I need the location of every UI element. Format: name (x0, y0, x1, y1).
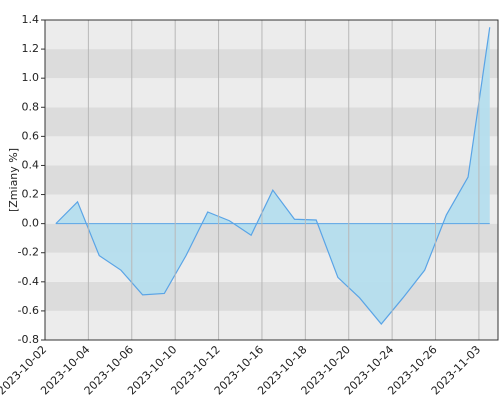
band (45, 136, 498, 166)
y-tick-label: 0.2 (22, 188, 40, 201)
plot-frame (44, 19, 499, 341)
band (45, 107, 498, 137)
line (55, 27, 491, 325)
y-tick-label: 0.8 (22, 100, 40, 113)
y-tick-label: -0.2 (18, 246, 39, 259)
y-tick-label: -0.8 (18, 333, 39, 346)
y-tick-label: 1.0 (22, 71, 40, 84)
area (55, 27, 490, 324)
band (45, 49, 498, 79)
y-tick-label: -0.4 (18, 275, 39, 288)
y-axis-label: [Zmiany %] (7, 148, 20, 212)
band (45, 20, 498, 50)
band (45, 165, 498, 195)
band (45, 281, 498, 311)
band (45, 78, 498, 108)
y-tick-label: 0.4 (22, 158, 40, 171)
y-tick-label: -0.6 (18, 304, 39, 317)
y-tick-label: 0.6 (22, 129, 40, 142)
plot-background (45, 20, 498, 340)
band (45, 310, 498, 340)
y-tick-label: 1.4 (22, 13, 40, 26)
y-tick-label: 0.0 (22, 217, 40, 230)
y-tick-label: 1.2 (22, 42, 40, 55)
plot (55, 27, 491, 325)
